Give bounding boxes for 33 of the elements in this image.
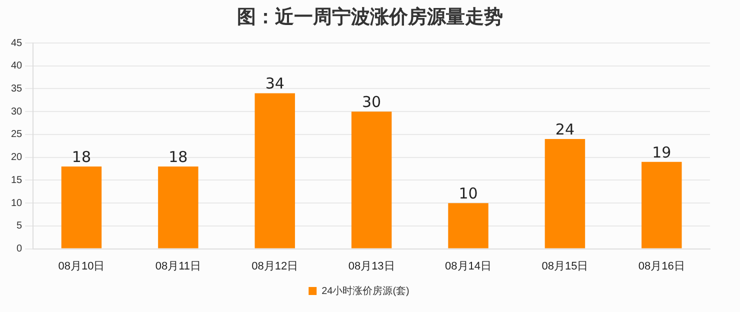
x-tick-label: 08月13日	[348, 260, 395, 272]
x-tick-label: 08月16日	[638, 260, 685, 272]
legend-label: 24小时涨价房源(套)	[322, 284, 410, 297]
y-tick-label: 15	[11, 174, 23, 186]
data-label: 10	[458, 184, 478, 202]
bar	[61, 166, 102, 248]
data-label: 30	[362, 92, 382, 111]
data-label: 24	[555, 120, 574, 138]
x-tick-label: 08月14日	[445, 260, 492, 272]
bar	[448, 203, 488, 248]
y-tick-label: 45	[11, 38, 23, 49]
x-tick-label: 08月12日	[252, 260, 298, 272]
x-tick-label: 08月10日	[58, 260, 105, 272]
y-tick-label: 30	[11, 106, 23, 118]
data-label: 19	[652, 143, 672, 162]
y-tick-label: 5	[16, 220, 23, 232]
bar	[351, 112, 392, 248]
y-tick-label: 20	[11, 152, 23, 164]
y-tick-label: 0	[16, 244, 23, 255]
y-tick-label: 25	[11, 129, 23, 140]
bar	[544, 139, 586, 248]
bar	[254, 93, 295, 248]
data-label: 18	[168, 148, 188, 166]
bar	[158, 166, 198, 248]
data-label: 34	[265, 74, 284, 93]
y-tick-label: 35	[11, 83, 23, 94]
y-tick-label: 10	[11, 198, 23, 209]
x-tick-label: 08月15日	[542, 260, 588, 272]
y-tick-label: 40	[11, 60, 23, 72]
x-tick-label: 08月11日	[155, 260, 201, 272]
chart-title: 图：近一周宁波涨价房源量走势	[236, 5, 504, 30]
data-label: 18	[72, 148, 92, 166]
bar	[642, 162, 682, 248]
